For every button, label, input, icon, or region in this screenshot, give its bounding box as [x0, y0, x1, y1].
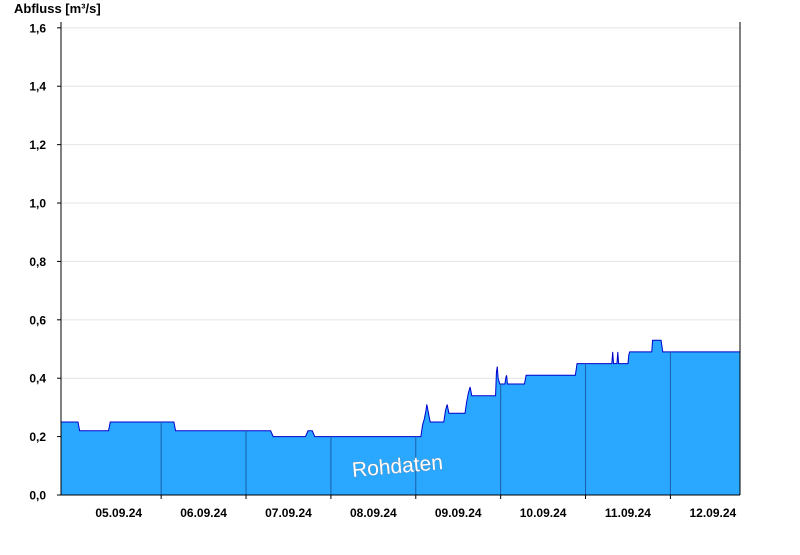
x-tick-label-6: 11.09.24 [605, 506, 651, 520]
series-line-0 [61, 339, 740, 438]
y-tick-label-3: 0,6 [29, 313, 46, 327]
y-tick-label-5: 1,0 [29, 197, 46, 211]
x-tick-label-5: 10.09.24 [520, 506, 567, 520]
x-tick-label-2: 07.09.24 [265, 506, 312, 520]
y-tick-label-4: 0,8 [29, 255, 46, 269]
x-tick-label-0: 05.09.24 [95, 506, 142, 520]
x-tick-label-4: 09.09.24 [435, 506, 482, 520]
y-tick-label-7: 1,4 [29, 80, 46, 94]
y-axis-title: Abfluss [m³/s] [14, 1, 101, 16]
x-tick-label-3: 08.09.24 [350, 506, 397, 520]
y-tick-label-2: 0,4 [29, 372, 46, 386]
x-tick-label-1: 06.09.24 [180, 506, 227, 520]
y-tick-label-8: 1,6 [29, 21, 46, 35]
x-tick-label-7: 12.09.24 [689, 506, 736, 520]
y-tick-label-6: 1,2 [29, 138, 46, 152]
y-tick-label-1: 0,2 [29, 430, 46, 444]
series-area-0 [61, 340, 740, 495]
y-tick-label-0: 0,0 [29, 489, 46, 503]
